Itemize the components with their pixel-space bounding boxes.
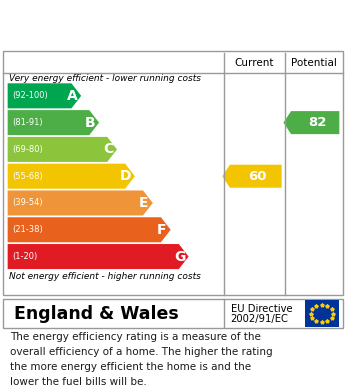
Polygon shape xyxy=(283,111,339,134)
Text: C: C xyxy=(103,142,113,156)
Text: Very energy efficient - lower running costs: Very energy efficient - lower running co… xyxy=(9,74,201,83)
Text: G: G xyxy=(174,249,185,264)
Text: (69-80): (69-80) xyxy=(12,145,42,154)
Text: Potential: Potential xyxy=(291,58,337,68)
Text: (81-91): (81-91) xyxy=(12,118,42,127)
Polygon shape xyxy=(8,83,81,108)
Polygon shape xyxy=(8,244,189,269)
Text: A: A xyxy=(67,89,78,103)
Text: (1-20): (1-20) xyxy=(12,252,37,261)
Text: (92-100): (92-100) xyxy=(12,91,48,100)
Polygon shape xyxy=(8,110,99,135)
Polygon shape xyxy=(8,137,117,162)
Text: England & Wales: England & Wales xyxy=(14,305,179,323)
Polygon shape xyxy=(8,217,171,242)
Text: The energy efficiency rating is a measure of the
overall efficiency of a home. T: The energy efficiency rating is a measur… xyxy=(10,332,273,387)
Text: 2002/91/EC: 2002/91/EC xyxy=(231,314,288,324)
Text: (39-54): (39-54) xyxy=(12,199,42,208)
Text: (21-38): (21-38) xyxy=(12,225,42,234)
Text: Energy Efficiency Rating: Energy Efficiency Rating xyxy=(10,16,232,31)
Polygon shape xyxy=(222,165,282,188)
Text: Current: Current xyxy=(235,58,274,68)
Text: B: B xyxy=(85,116,95,130)
Polygon shape xyxy=(8,190,153,215)
Bar xyxy=(304,300,339,327)
Text: (55-68): (55-68) xyxy=(12,172,42,181)
Text: E: E xyxy=(139,196,149,210)
Text: F: F xyxy=(157,223,166,237)
Polygon shape xyxy=(8,164,135,189)
Text: D: D xyxy=(120,169,132,183)
Text: Not energy efficient - higher running costs: Not energy efficient - higher running co… xyxy=(9,272,200,281)
Text: 82: 82 xyxy=(308,116,326,129)
Text: 60: 60 xyxy=(248,170,267,183)
Text: EU Directive: EU Directive xyxy=(231,304,292,314)
